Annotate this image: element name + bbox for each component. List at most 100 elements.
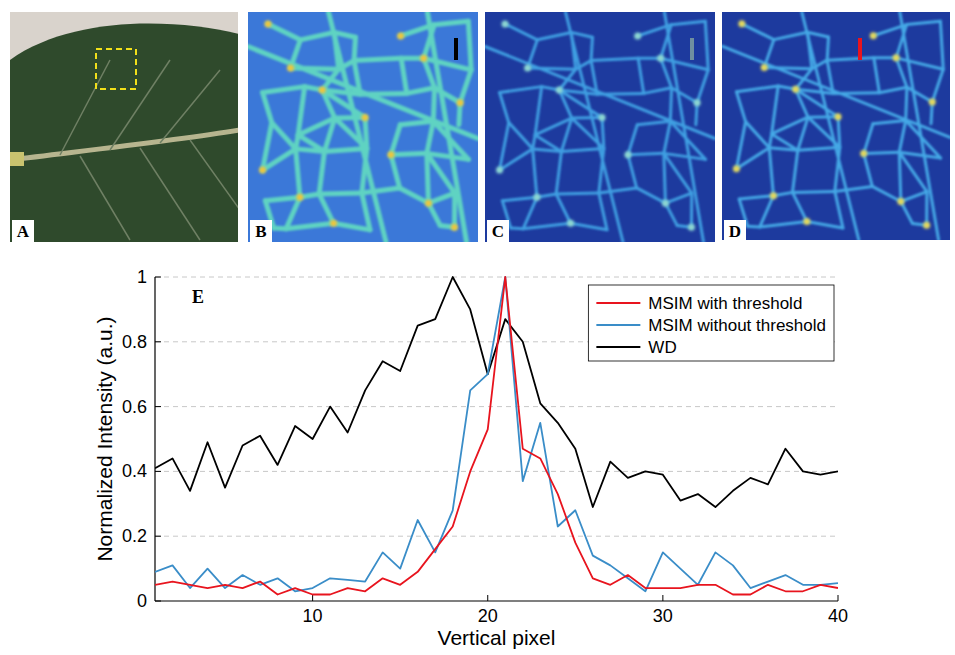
junction [761,64,768,71]
vein [566,12,624,242]
vein [873,120,906,123]
vein [319,190,362,196]
vein [599,188,637,193]
vein [807,221,843,228]
vein [537,32,571,39]
junction [688,224,695,231]
vein [523,223,570,229]
vein [835,186,872,191]
vein [433,88,434,122]
x-tick [838,595,839,601]
vein [672,88,698,103]
y-tick [155,471,161,472]
vein [556,191,599,195]
y-tick [155,536,161,537]
vein [739,196,773,199]
junction [287,64,294,71]
junction [330,220,337,227]
x-tick-label: 10 [303,606,323,626]
vein [896,58,907,87]
vein [665,193,691,203]
vein [263,93,272,123]
vein [664,12,703,242]
panel-label-box [724,220,746,242]
vein [391,153,427,154]
vein [899,152,927,191]
vein [571,223,607,230]
vein [637,121,670,124]
vein [286,197,300,228]
junction [929,98,936,105]
vein [907,87,932,102]
veins [722,12,950,240]
series-group [155,277,838,595]
junction [733,165,740,172]
vein [428,193,454,203]
profile-marker [690,38,694,60]
junction [738,20,745,27]
panel-content [485,12,715,242]
vein [628,155,637,188]
vein [286,223,333,229]
vein [401,58,407,93]
junction [803,218,810,225]
junction [501,20,508,27]
vein [793,192,807,221]
heatmap-panel [485,12,715,242]
vein [296,149,325,152]
junction [319,86,326,93]
vein [362,188,400,193]
series-line [155,277,838,595]
series-line [155,277,838,591]
vein [391,125,400,155]
x-axis-title: Vertical pixel [438,626,556,649]
junction [634,32,641,39]
x-axis [155,600,838,601]
legend-swatch [596,302,640,304]
vein [561,118,571,151]
vein [665,203,677,225]
figure: ABCD00.20.40.60.8110203040Vertical pixel… [0,0,955,655]
vein [268,24,300,40]
vein [664,121,670,153]
grid-line [155,471,838,472]
midrib [10,130,238,160]
legend-label: MSIM without threshold [648,316,826,335]
junction [624,151,631,158]
vein [628,125,637,155]
vein [561,148,603,151]
heatmap-panel [722,12,950,240]
x-tick [487,595,488,601]
vein [400,188,429,203]
junction [457,99,464,106]
vein [263,87,305,93]
series-line [155,277,838,507]
junction [599,114,606,121]
panel-background [485,12,715,242]
plot-area [155,277,838,601]
x-tick [662,595,663,601]
y-tick-label: 0.6 [122,397,147,417]
vein [263,149,296,170]
legend-label: MSIM with threshold [648,294,802,313]
vein [864,154,873,187]
heatmap-panel [248,12,478,242]
legend-box [588,285,834,361]
vein [742,24,774,40]
vein [599,193,607,230]
junction [524,64,531,71]
junction [296,194,303,201]
vein [556,151,561,194]
vein [533,135,535,149]
grid-line [155,406,838,407]
vein [874,58,880,93]
junctions [733,20,936,228]
junction [923,222,930,229]
vein [533,149,537,197]
vein [500,149,533,170]
junction [870,32,877,39]
vein [827,37,828,60]
vein [664,153,692,193]
vein [468,21,471,69]
vein [354,37,355,60]
